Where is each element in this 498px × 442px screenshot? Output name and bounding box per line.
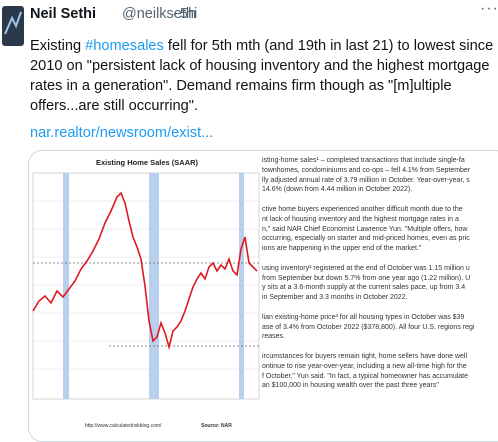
article-line: ions are happening in the upper end of t… — [262, 245, 422, 253]
article-line — [262, 342, 498, 352]
link[interactable]: nar.realtor/newsroom/exist... — [30, 125, 214, 141]
hashtag[interactable]: #homesales — [85, 38, 164, 54]
article-line: ircumstances for buyers remain tight, ho… — [262, 352, 468, 360]
chart-url: http://www.calculatedriskblog.com/ — [85, 423, 162, 429]
separator: · — [172, 6, 177, 22]
tweet-image[interactable]: Existing Home Sales (SAAR) http://www.ca… — [28, 150, 498, 442]
article-line: townhomes, condominiums and co-ops – fel… — [262, 166, 471, 174]
user-name[interactable]: Neil Sethi — [30, 6, 97, 22]
text: Existing — [30, 38, 86, 54]
timestamp[interactable]: 5h — [180, 6, 197, 22]
article-line: n," said NAR Chief Economist Lawrence Yu… — [262, 225, 468, 233]
article-line: 14.6% (down from 4.44 million in October… — [262, 186, 413, 194]
article-line: f October," Yun said. "In fact, a typica… — [262, 372, 469, 380]
chart-source: Source: NAR — [201, 423, 232, 429]
article-line: ase of 3.4% from October 2022 ($378,800)… — [262, 323, 475, 331]
article-line: nt lack of housing inventory and the hig… — [262, 215, 459, 223]
article-line: ctive home buyers experienced another di… — [262, 205, 463, 213]
article-text: isting-home sales¹ – completed transacti… — [262, 156, 498, 391]
article-line: using inventory² registered at the end o… — [262, 264, 470, 272]
article-line: reases. — [262, 333, 285, 341]
tweet-line: rates in a generation". Demand remains f… — [30, 78, 452, 94]
article-line: y sits at a 3.6-month supply at the curr… — [262, 284, 466, 292]
article-line — [262, 303, 498, 313]
user-handle[interactable]: @neilksethi — [122, 6, 198, 22]
article-line: isting-home sales¹ – completed transacti… — [262, 157, 465, 164]
tweet-line: offers...are still occurring". — [30, 98, 198, 114]
more-button[interactable]: ··· — [480, 0, 498, 17]
article-line: in September and 3.3 months in October 2… — [262, 294, 408, 302]
article-line: lly adjusted annual rate of 3.79 million… — [262, 176, 470, 184]
article-line: from September but down 5.7% from one ye… — [262, 274, 471, 282]
tweet-line: Existing #homesales fell for 5th mth (an… — [30, 38, 493, 54]
chart-image: Existing Home Sales (SAAR) http://www.ca… — [32, 158, 260, 429]
article-line: ontinue to rise year-over-year, includin… — [262, 362, 467, 370]
chart-title: Existing Home Sales (SAAR) — [96, 158, 199, 167]
text: fell for 5th mth (and 19th in last 21) t… — [163, 38, 494, 54]
article-line: an $100,000 in housing wealth over the p… — [262, 382, 439, 390]
article-line — [262, 254, 498, 264]
tweet-line: 2010 on "persistent lack of housing inve… — [30, 58, 490, 74]
article-line: lian existing-home price³ for all housin… — [262, 313, 465, 321]
avatar[interactable] — [2, 4, 24, 48]
article-line: occurring, especially on starter and mid… — [262, 235, 470, 243]
article-line — [262, 195, 498, 205]
